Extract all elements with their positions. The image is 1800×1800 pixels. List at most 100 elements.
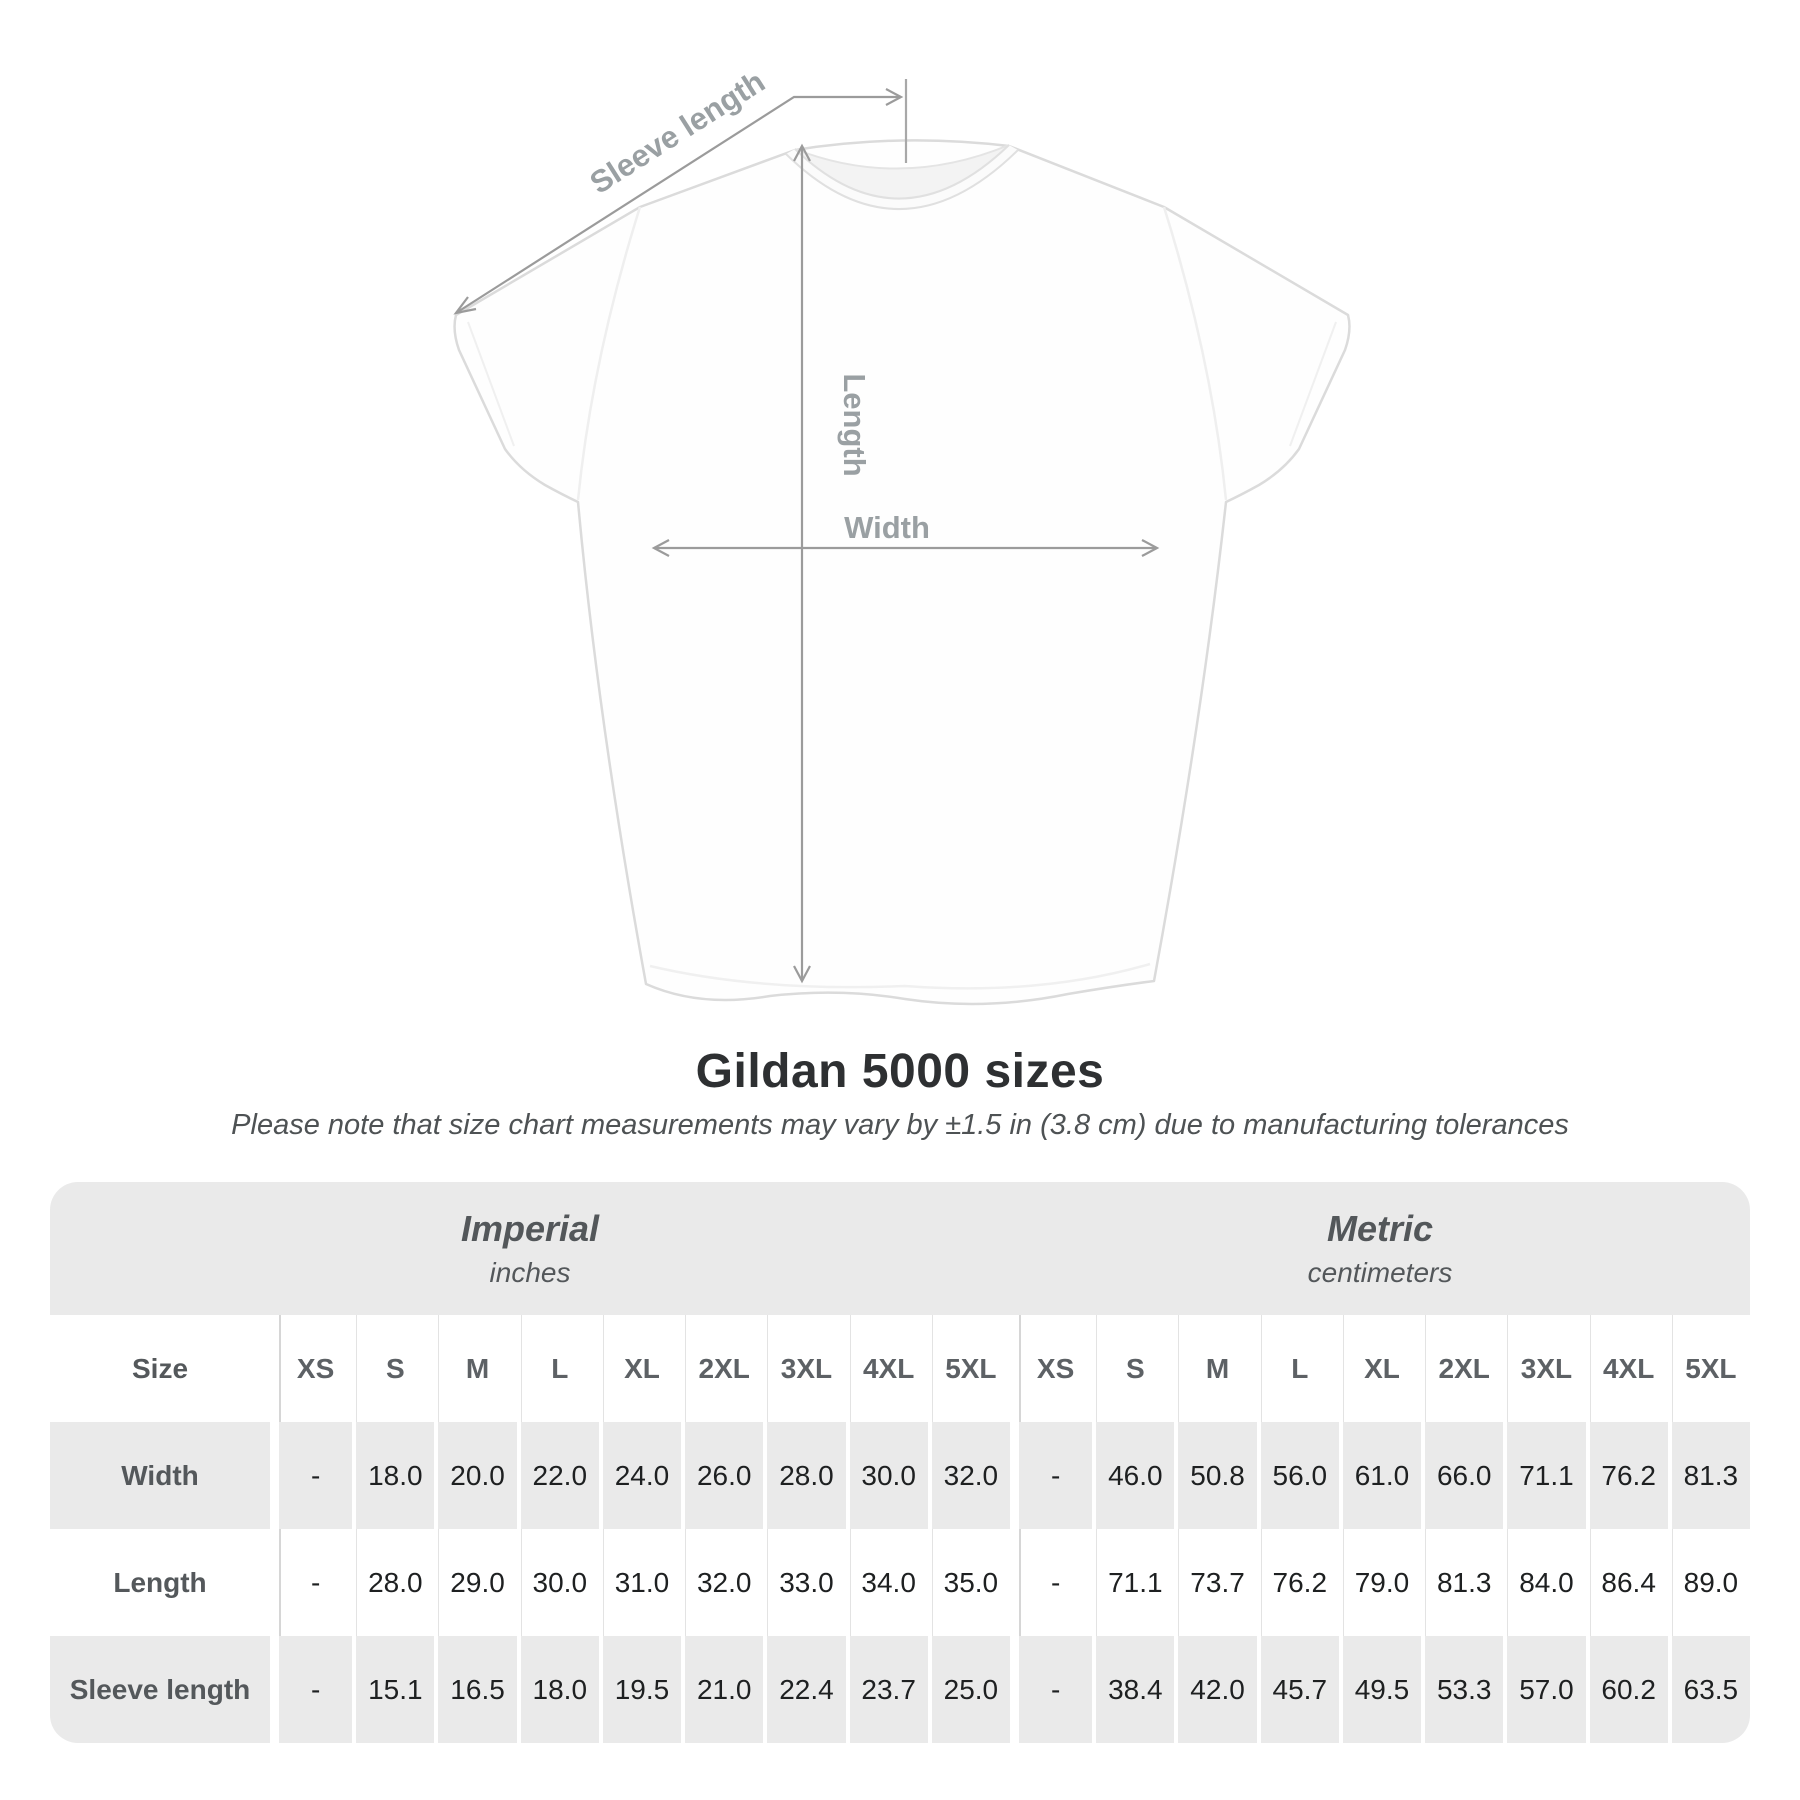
- width-arrow: [651, 539, 1160, 557]
- value-cell: 21.0: [681, 1636, 764, 1743]
- arrowhead-up-icon: [793, 143, 811, 162]
- arrowhead-sw-icon: [453, 296, 477, 315]
- value-cell: 63.5: [1667, 1636, 1750, 1743]
- left-cuff-stitch: [467, 321, 515, 447]
- value-cell: 53.3: [1421, 1636, 1504, 1743]
- value-cell: 71.1: [1503, 1422, 1586, 1529]
- row-label: Width: [50, 1422, 270, 1529]
- size-col-header: 4XL: [1585, 1315, 1668, 1422]
- value-cell: 79.0: [1338, 1529, 1421, 1636]
- value-cell: -: [1009, 1636, 1093, 1743]
- imperial-label: Imperial: [460, 1208, 600, 1249]
- value-cell: 20.0: [434, 1422, 517, 1529]
- collar: [785, 144, 1019, 210]
- value-cell: -: [1009, 1422, 1093, 1529]
- value-cell: 76.2: [1256, 1529, 1339, 1636]
- sleeve-length-arrow: [453, 79, 908, 315]
- value-cell: 81.3: [1421, 1529, 1503, 1636]
- value-cell: 25.0: [927, 1636, 1010, 1743]
- right-armhole-seam: [1162, 206, 1228, 501]
- table-row: Width -18.0 20.0 22.0 24.0 26.0 28.0 30.0 32.0-4…: [50, 1422, 1750, 1529]
- value-cell: 38.4: [1092, 1636, 1175, 1743]
- right-cuff-stitch: [1289, 321, 1337, 447]
- value-cell: 19.5: [598, 1636, 682, 1743]
- size-table: Imperial inches Metric centimeters Size X…: [50, 1182, 1750, 1743]
- size-col-header: 4XL: [845, 1315, 928, 1422]
- value-cell: 56.0: [1256, 1422, 1339, 1529]
- value-cell: 26.0: [681, 1422, 764, 1529]
- value-cell: 73.7: [1174, 1529, 1256, 1636]
- hem-stitch: [649, 962, 1151, 990]
- length-arrow: [793, 143, 811, 984]
- table-row: Length -28.0 29.0 30.0 31.0 32.0 33.0 34.0 35.0-…: [50, 1529, 1750, 1636]
- value-cell: 32.0: [681, 1529, 763, 1636]
- size-col-header: XL: [598, 1315, 681, 1422]
- arrowhead-left-icon: [651, 539, 670, 557]
- size-col-header: L: [516, 1315, 599, 1422]
- row-label: Sleeve length: [50, 1636, 270, 1743]
- left-armhole-seam: [576, 206, 642, 501]
- value-cell: -: [1009, 1529, 1092, 1636]
- size-col-header: S: [1092, 1315, 1174, 1422]
- value-cell: 76.2: [1585, 1422, 1668, 1529]
- value-cell: 49.5: [1338, 1636, 1422, 1743]
- value-cell: 66.0: [1421, 1422, 1504, 1529]
- value-cell: 30.0: [845, 1422, 928, 1529]
- size-col-header: 2XL: [681, 1315, 763, 1422]
- value-cell: 71.1: [1092, 1529, 1174, 1636]
- metric-label: Metric: [1326, 1208, 1434, 1249]
- value-cell: -: [270, 1636, 353, 1743]
- row-label: Size: [131, 1352, 189, 1384]
- value-cell: -: [270, 1422, 353, 1529]
- size-col-header: XS: [270, 1315, 352, 1422]
- size-col-header: L: [1256, 1315, 1339, 1422]
- page-title: Gildan 5000 sizes: [695, 1045, 1105, 1098]
- arrowhead-right-icon: [1141, 539, 1160, 557]
- value-cell: 34.0: [845, 1529, 928, 1636]
- value-cell: 86.4: [1585, 1529, 1668, 1636]
- metric-units: centimeters: [1307, 1257, 1453, 1288]
- value-cell: 22.4: [763, 1636, 846, 1743]
- value-cell: -: [270, 1529, 352, 1636]
- size-col-header: 2XL: [1421, 1315, 1503, 1422]
- value-cell: 28.0: [763, 1422, 846, 1529]
- value-cell: 33.0: [763, 1529, 845, 1636]
- size-col-header: M: [434, 1315, 516, 1422]
- value-cell: 35.0: [927, 1529, 1010, 1636]
- value-cell: 45.7: [1256, 1636, 1339, 1743]
- size-col-header: XS: [1009, 1315, 1092, 1422]
- value-cell: 32.0: [927, 1422, 1010, 1529]
- metric-group-header: Metric centimeters: [1010, 1182, 1750, 1315]
- value-cell: 89.0: [1667, 1529, 1750, 1636]
- arrowhead-down-icon: [793, 965, 811, 984]
- imperial-group-header: Imperial inches: [50, 1182, 1010, 1315]
- imperial-units: inches: [489, 1257, 571, 1288]
- value-cell: 18.0: [352, 1422, 435, 1529]
- table-row: Sleeve length -15.1 16.5 18.0 19.5 21.0 22.4 23…: [50, 1636, 1750, 1743]
- unit-band: Imperial inches Metric centimeters: [50, 1182, 1750, 1315]
- value-cell: 22.0: [516, 1422, 599, 1529]
- tolerance-note: Please note that size chart measurements…: [231, 1109, 1569, 1141]
- value-cell: 50.8: [1174, 1422, 1257, 1529]
- value-cell: 15.1: [352, 1636, 435, 1743]
- size-col-header: XL: [1338, 1315, 1421, 1422]
- size-col-header: S: [352, 1315, 434, 1422]
- value-cell: 81.3: [1667, 1422, 1750, 1529]
- value-cell: 57.0: [1503, 1636, 1586, 1743]
- value-cell: 28.0: [352, 1529, 434, 1636]
- arrowhead-right-icon: [885, 88, 904, 106]
- value-cell: 46.0: [1092, 1422, 1175, 1529]
- tshirt-graphic: [453, 139, 1351, 1006]
- table-row: Size XS S M L XL 2XL 3XL 4XL 5XL XS S M L XL 2XL 3XL 4XL 5…: [50, 1315, 1750, 1422]
- size-col-header: 5XL: [1667, 1315, 1750, 1422]
- value-cell: 60.2: [1585, 1636, 1668, 1743]
- value-cell: 23.7: [845, 1636, 928, 1743]
- size-col-header: 3XL: [1503, 1315, 1585, 1422]
- size-col-header: 3XL: [763, 1315, 845, 1422]
- tshirt-size-diagram: Sleeve length Length Width: [453, 64, 1351, 1006]
- length-label: Length: [837, 373, 872, 476]
- size-col-header: M: [1174, 1315, 1256, 1422]
- value-cell: 84.0: [1503, 1529, 1585, 1636]
- value-cell: 16.5: [434, 1636, 517, 1743]
